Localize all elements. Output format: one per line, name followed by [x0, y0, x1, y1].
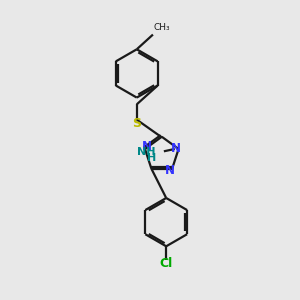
- Text: CH₃: CH₃: [154, 23, 170, 32]
- Text: S: S: [132, 117, 141, 130]
- Text: Cl: Cl: [160, 256, 173, 270]
- Text: N: N: [171, 142, 181, 154]
- Text: N: N: [165, 164, 175, 177]
- Text: N: N: [142, 140, 152, 153]
- Text: H: H: [147, 153, 156, 163]
- Text: NH: NH: [137, 148, 156, 158]
